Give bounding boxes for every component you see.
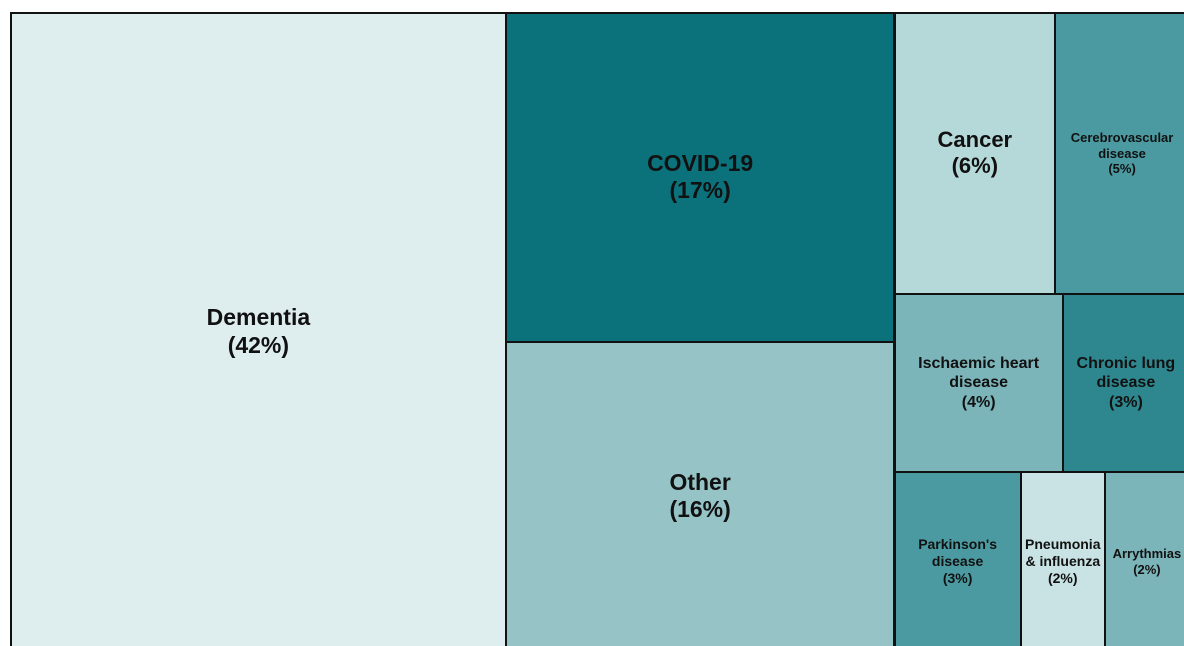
tile: Dementia (42%): [10, 12, 507, 646]
value-label: (16%): [669, 496, 731, 523]
tile-label: Arrythmias: [1112, 546, 1182, 562]
tile: Other (16%): [504, 340, 896, 646]
tile: Chronic lung disease (3%): [1061, 292, 1184, 474]
tile: Arrythmias (2%): [1103, 471, 1184, 646]
tile-label: Cancer: [937, 126, 1013, 152]
value-label: (42%): [227, 332, 290, 358]
tile-label: Chronic lung disease: [1076, 355, 1176, 392]
tile: COVID-19 (17%): [504, 12, 896, 343]
tile-label: Other: [669, 468, 731, 495]
tile-label: COVID-19: [647, 149, 754, 176]
value-label: (2%): [1047, 570, 1078, 587]
value-label: (3%): [1108, 393, 1143, 411]
tile-label: Cerebrovascular disease: [1070, 129, 1174, 161]
tile: Ischaemic heart disease (4%): [893, 292, 1064, 474]
value-label: (5%): [1108, 161, 1136, 177]
tile-label: Dementia: [206, 304, 311, 331]
tile-label: Pneumonia & influenza: [1025, 536, 1101, 570]
value-label: (3%): [942, 570, 973, 587]
value-label: (6%): [951, 153, 999, 179]
value-label: (4%): [961, 393, 996, 411]
value-label: (17%): [669, 177, 731, 204]
tile-label: Parkinson's disease: [918, 536, 997, 570]
value-label: (2%): [1133, 561, 1161, 577]
tile: Parkinson's disease (3%): [893, 471, 1022, 646]
tile-label: Ischaemic heart disease: [918, 355, 1040, 392]
tile: Cerebrovascular disease (5%): [1054, 12, 1184, 295]
tile: Pneumonia & influenza (2%): [1019, 471, 1106, 646]
tile: Cancer (6%): [893, 12, 1057, 295]
